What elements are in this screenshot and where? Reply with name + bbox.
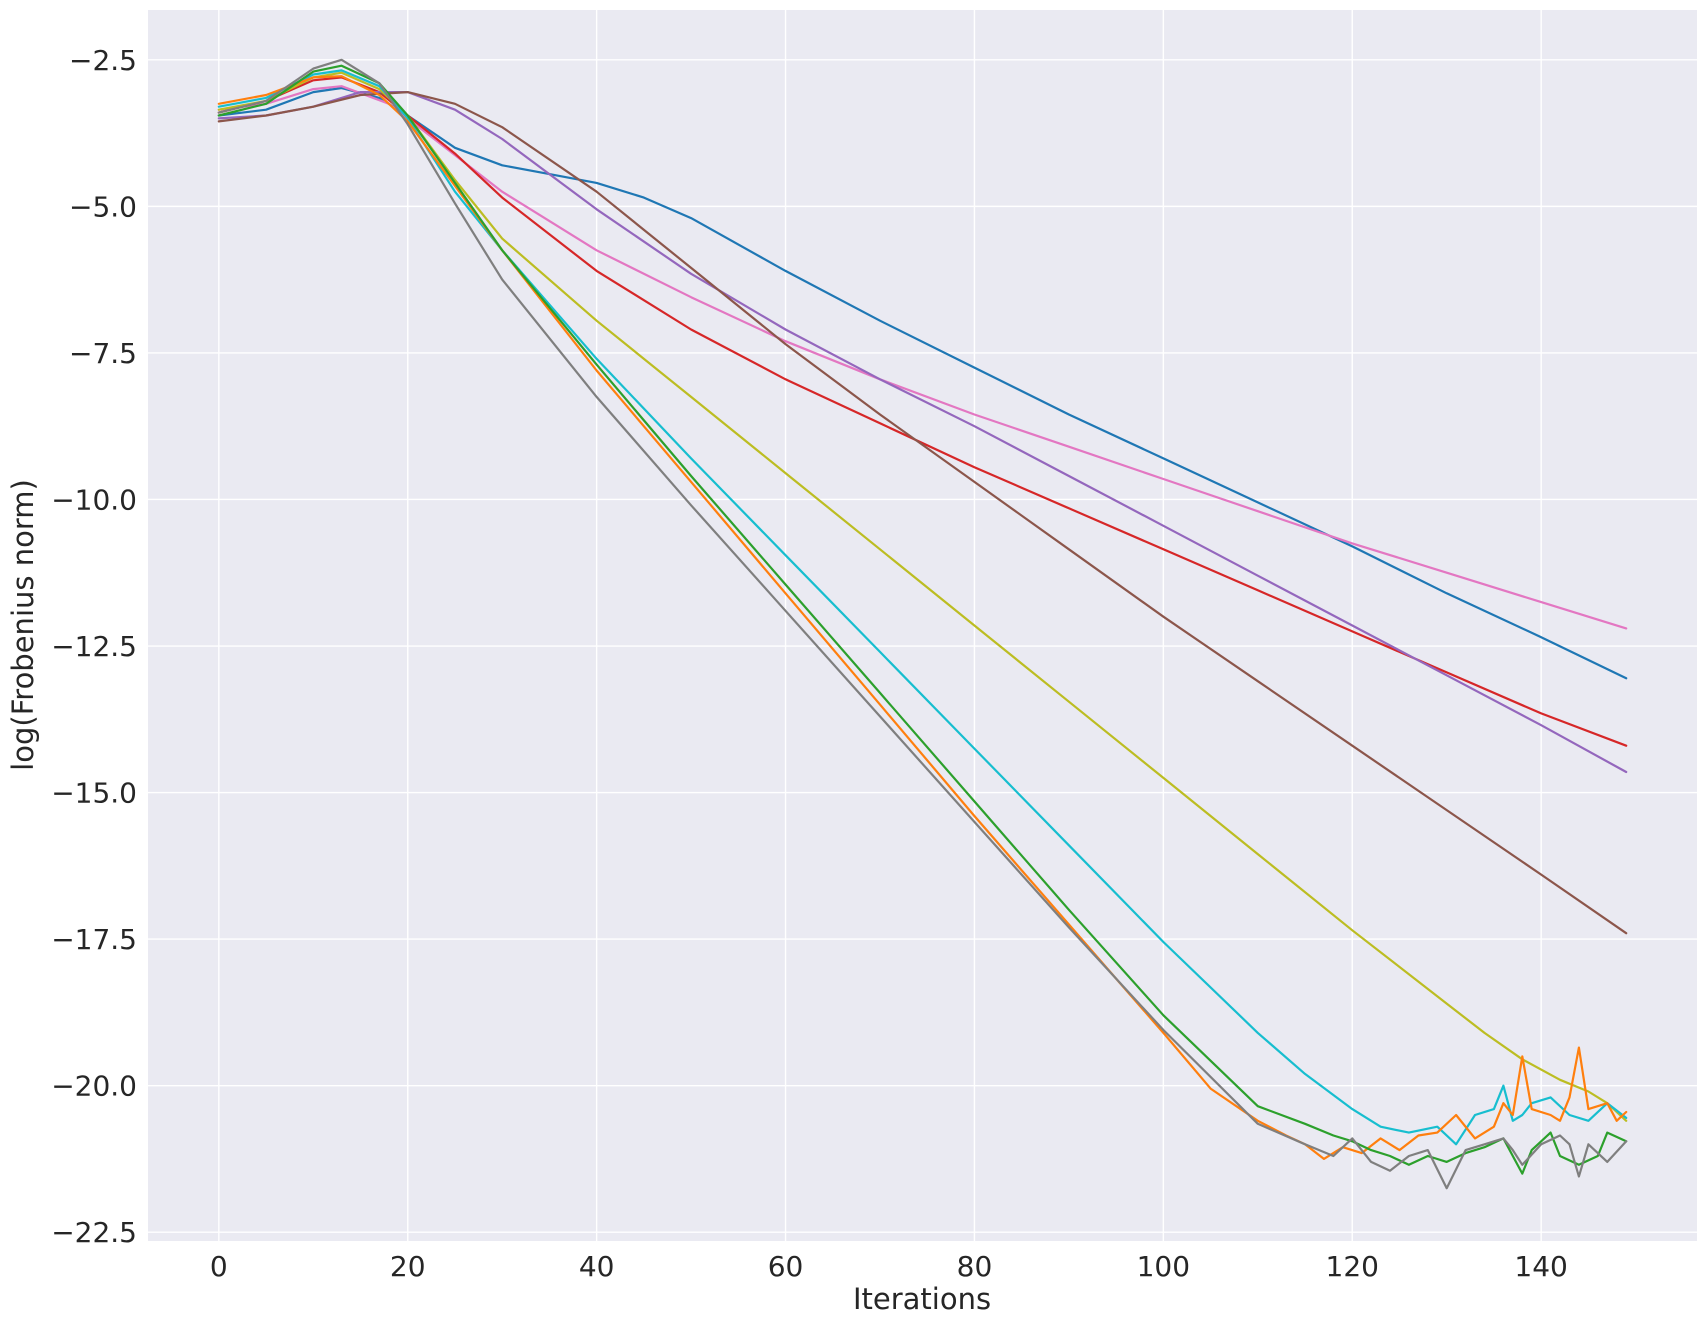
x-tick-label: 40 [579,1250,615,1283]
y-tick-label: −12.5 [51,630,137,663]
grid [148,10,1697,1241]
y-axis-label: log(Frobenius norm) [6,479,40,771]
y-tick-labels: −2.5 −5.0 −7.5 −10.0 −12.5 −15.0 −17.5 −20.0 −22… [51,44,137,1249]
series-group [217,58,1628,1190]
y-tick-label: −20.0 [51,1070,137,1103]
x-tick-label: 140 [1514,1250,1567,1283]
series-line-5 [217,91,1628,935]
series-line-9 [217,64,1628,1175]
x-tick-label: 0 [210,1250,228,1283]
plot-background [148,10,1697,1241]
x-tick-labels: 0 20 40 60 80 100 120 140 [210,1250,1568,1283]
x-tick-label: 80 [957,1250,993,1283]
y-tick-label: −5.0 [69,190,137,223]
y-tick-label: −2.5 [69,44,137,77]
x-tick-label: 20 [390,1250,426,1283]
y-tick-label: −22.5 [51,1216,137,1249]
x-tick-label: 120 [1326,1250,1379,1283]
x-axis-label: Iterations [853,1282,991,1316]
y-tick-label: −10.0 [51,483,137,516]
x-tick-label: 100 [1137,1250,1190,1283]
x-tick-label: 60 [768,1250,804,1283]
series-line-2 [217,85,1628,630]
y-tick-label: −7.5 [69,337,137,370]
series-line-10 [217,58,1628,1190]
y-tick-label: −17.5 [51,923,137,956]
series-line-4 [217,91,1628,774]
series-line-6 [217,71,1628,1122]
y-tick-label: −15.0 [51,777,137,810]
